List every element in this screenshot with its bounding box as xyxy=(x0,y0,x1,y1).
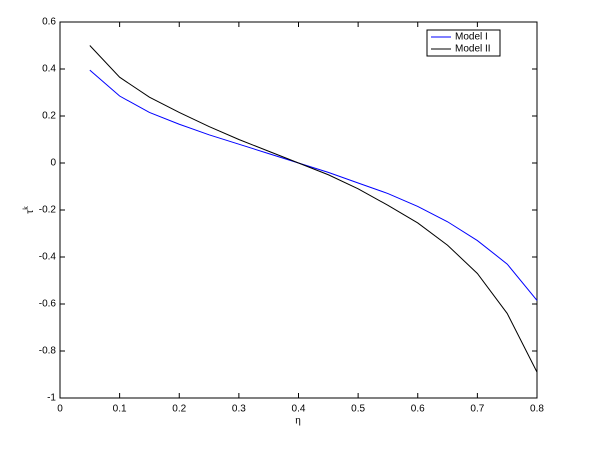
y-tick-label: 0.4 xyxy=(42,64,56,75)
y-tick-label: -1 xyxy=(47,393,56,404)
plot-area xyxy=(59,21,538,399)
x-tick-label: 0.5 xyxy=(351,404,365,415)
y-label-base: τ xyxy=(25,210,36,214)
legend-box xyxy=(426,29,501,57)
x-axis-label: η xyxy=(295,416,301,427)
x-tick-label: 0.7 xyxy=(470,404,484,415)
data-line xyxy=(89,45,538,373)
y-tick-label: -0.8 xyxy=(39,346,57,357)
y-axis-label: τk xyxy=(23,206,36,214)
x-tick-label: 0 xyxy=(57,404,63,415)
legend-label: Model I xyxy=(455,32,488,43)
y-tick-label: -0.6 xyxy=(39,299,57,310)
x-tick-label: 0.3 xyxy=(232,404,246,415)
legend-label: Model II xyxy=(455,44,491,55)
x-tick-label: 0.6 xyxy=(411,404,425,415)
y-tick-label: -0.2 xyxy=(39,205,57,216)
y-tick-label: 0.6 xyxy=(42,17,56,28)
y-label-superscript: k xyxy=(23,206,30,210)
x-tick-label: 0.2 xyxy=(172,404,186,415)
y-tick-label: -0.4 xyxy=(39,252,57,263)
data-line xyxy=(89,69,538,301)
y-tick-label: 0.2 xyxy=(42,111,56,122)
x-tick-label: 0.4 xyxy=(292,404,306,415)
y-tick-label: 0 xyxy=(50,158,56,169)
x-tick-label: 0.1 xyxy=(113,404,127,415)
x-tick-label: 0.8 xyxy=(530,404,544,415)
